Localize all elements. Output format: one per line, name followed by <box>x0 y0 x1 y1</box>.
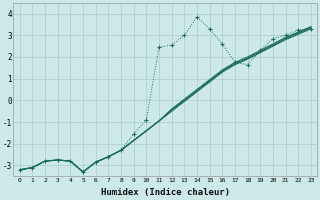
X-axis label: Humidex (Indice chaleur): Humidex (Indice chaleur) <box>101 188 230 197</box>
